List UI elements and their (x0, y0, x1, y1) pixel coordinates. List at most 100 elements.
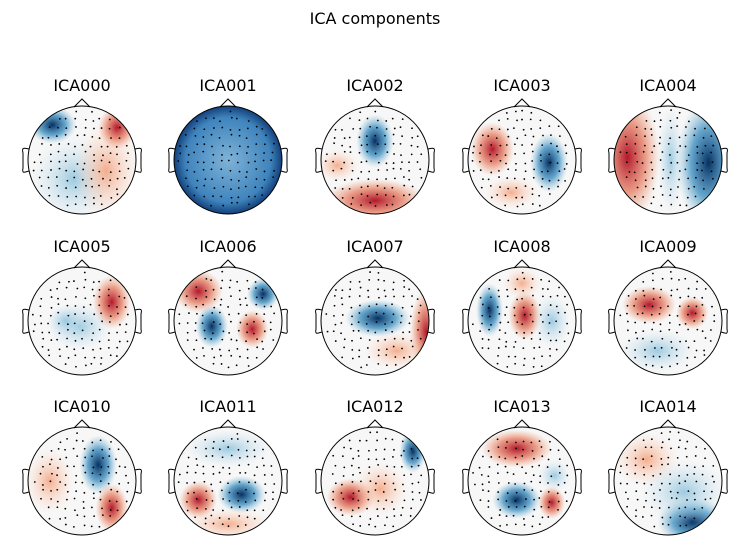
left-ear (608, 308, 616, 334)
sensor (521, 271, 524, 274)
sensor (533, 498, 535, 501)
sensor (531, 525, 534, 528)
sensor (549, 304, 552, 306)
sensor (695, 288, 698, 290)
sensor (48, 126, 51, 129)
sensor (374, 152, 377, 155)
sensor (81, 178, 84, 181)
sensor (74, 305, 77, 307)
sensor (514, 355, 517, 358)
sensor (481, 314, 484, 317)
sensor (204, 517, 207, 520)
sensor (550, 134, 552, 137)
sensor (255, 303, 258, 306)
sensor (332, 330, 335, 333)
sensor (538, 204, 541, 207)
sensor (620, 465, 622, 468)
sensor (684, 323, 687, 325)
sensor (652, 279, 654, 282)
sensor (352, 523, 354, 526)
sensor (247, 463, 250, 466)
sensor (516, 137, 519, 140)
sensor (73, 280, 75, 282)
sensor (222, 144, 224, 147)
left-ear (315, 468, 323, 494)
sensor (84, 126, 87, 129)
sensor (633, 171, 636, 174)
sensor (230, 320, 232, 323)
blob (217, 475, 266, 514)
sensor (93, 154, 95, 156)
sensor (65, 286, 68, 289)
sensor (650, 446, 653, 449)
sensor (348, 187, 351, 190)
sensor (392, 133, 395, 136)
sensor (109, 509, 112, 511)
sensor (49, 463, 51, 466)
sensor (524, 185, 527, 187)
blob (174, 106, 282, 214)
sensor (73, 176, 76, 179)
sensor (47, 176, 50, 179)
sensor (83, 271, 86, 274)
sensor (659, 119, 662, 122)
sensor (530, 441, 533, 444)
sensor (350, 203, 353, 205)
sensor (650, 514, 653, 517)
sensor (51, 472, 53, 475)
sensor (101, 448, 104, 451)
sensor (549, 339, 552, 342)
sensor (335, 179, 337, 182)
sensor (357, 455, 360, 457)
sensor (635, 509, 638, 512)
sensor (669, 430, 672, 433)
sensor (384, 143, 387, 146)
sensor (549, 354, 552, 357)
sensor (186, 169, 189, 172)
sensor (39, 472, 42, 475)
sensor (40, 161, 42, 164)
sensor (498, 279, 501, 281)
sensor (678, 136, 681, 139)
sensor (66, 337, 68, 340)
nose (659, 259, 677, 269)
sensor (98, 117, 101, 120)
sensor (57, 150, 60, 153)
sensor (357, 499, 360, 502)
sensor (505, 515, 508, 518)
blob (28, 106, 77, 144)
sensor (64, 448, 66, 451)
blob (184, 429, 272, 468)
sensor (498, 338, 501, 341)
sensor (352, 329, 355, 332)
sensor (696, 162, 698, 165)
sensor (83, 491, 86, 494)
sensor (358, 355, 361, 358)
sensor (658, 111, 661, 114)
sensor (359, 525, 362, 527)
sensor (238, 145, 241, 148)
sensor (76, 163, 79, 165)
sensor (359, 337, 362, 340)
head-outline (27, 426, 137, 536)
sensor (358, 280, 361, 283)
sensor (523, 313, 526, 316)
sensor (124, 306, 127, 309)
sensor (546, 466, 549, 468)
sensor (686, 464, 689, 467)
sensor (479, 160, 481, 163)
sensor (489, 153, 491, 156)
nose (219, 419, 237, 429)
sensor (253, 517, 256, 520)
sensor (84, 297, 87, 300)
sensor (92, 332, 95, 335)
sensor (64, 484, 67, 486)
sensor (100, 203, 103, 206)
sensor (652, 298, 655, 300)
sensor (58, 167, 61, 170)
sensor (495, 137, 498, 139)
sensor (351, 357, 354, 360)
sensor (659, 306, 662, 309)
sensor (212, 288, 215, 291)
sensor (514, 362, 517, 365)
